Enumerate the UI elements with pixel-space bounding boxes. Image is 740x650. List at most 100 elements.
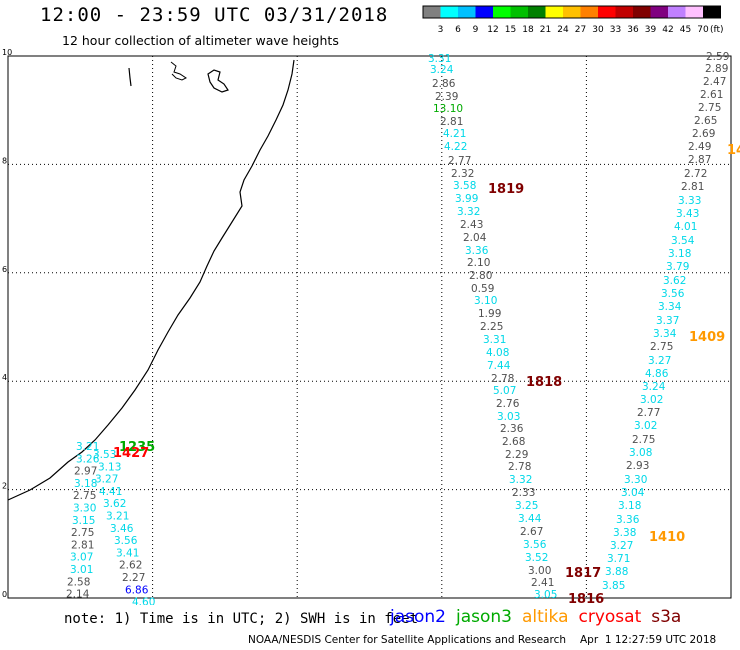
wave-height-value: 2.32 xyxy=(451,168,474,180)
wave-height-value: 3.58 xyxy=(453,180,476,192)
wave-height-value: 3.88 xyxy=(605,566,628,578)
wave-height-value: 2.69 xyxy=(692,128,715,140)
wave-height-value: 2.59 xyxy=(706,51,729,63)
colorbar-swatch xyxy=(528,6,546,18)
pass-time-label: 1819 xyxy=(488,182,524,197)
wave-height-value: 3.05 xyxy=(534,589,557,601)
lon-tick-label: 48 xyxy=(148,604,158,605)
lon-tick-label: 54 xyxy=(437,604,447,605)
wave-height-value: 3.79 xyxy=(666,261,689,273)
colorbar-label: 24 xyxy=(557,25,569,35)
wave-height-value: 2.81 xyxy=(71,539,94,551)
wave-height-value: 2.25 xyxy=(480,321,503,333)
wave-height-value: 2.27 xyxy=(122,572,145,584)
pass-time-label: 14 xyxy=(727,143,740,158)
colorbar-swatch xyxy=(615,6,633,18)
colorbar-label: 27 xyxy=(575,25,586,35)
wave-height-value: 2.72 xyxy=(684,168,707,180)
colorbar-swatch xyxy=(668,6,686,18)
wave-height-value: 2.89 xyxy=(705,63,728,75)
wave-height-value: 3.18 xyxy=(668,248,691,260)
colorbar-swatch xyxy=(598,6,616,18)
wave-height-value: 3.41 xyxy=(116,547,139,559)
wave-height-value: 3.26 xyxy=(76,453,100,465)
colorbar-swatch xyxy=(475,6,493,18)
colorbar-unit: (ft) xyxy=(710,25,724,35)
wave-height-value: 4.22 xyxy=(444,141,467,153)
legend-item-s3a: s3a xyxy=(651,607,682,627)
wave-height-value: 3.27 xyxy=(610,540,633,552)
legend-item-jason3: jason3 xyxy=(456,607,512,627)
colorbar-swatch xyxy=(650,6,668,18)
wave-height-value: 2.61 xyxy=(700,89,723,101)
wave-height-value: 3.34 xyxy=(658,301,682,313)
colorbar-swatch xyxy=(545,6,563,18)
wave-height-value: 3.32 xyxy=(509,474,532,486)
wave-height-value: 2.58 xyxy=(67,576,90,588)
wave-height-value: 3.02 xyxy=(634,420,657,432)
island-outline xyxy=(170,61,187,81)
wave-height-value: 2.10 xyxy=(467,257,490,269)
pass-time-label: 1410 xyxy=(649,530,685,545)
wave-height-value: 3.53 xyxy=(93,449,116,461)
colorbar-swatch xyxy=(423,6,441,18)
legend-item-cryosat: cryosat xyxy=(578,607,642,627)
pass-time-label: 1816 xyxy=(568,592,604,605)
wave-height-value: 3.85 xyxy=(602,580,625,592)
wave-height-value: 3.21 xyxy=(76,441,99,453)
legend-item-altika: altika xyxy=(522,607,569,627)
wave-height-value: 3.18 xyxy=(618,500,641,512)
wave-height-value: 2.75 xyxy=(650,341,673,353)
wave-height-value: 3.08 xyxy=(629,447,652,459)
pass-time-label: 1235 xyxy=(119,440,155,455)
lon-tick-label: 45 xyxy=(3,604,13,605)
chart-subtitle: 12 hour collection of altimeter wave hei… xyxy=(62,33,339,48)
wave-height-value: 3.44 xyxy=(518,513,542,525)
wave-height-value: 2.39 xyxy=(435,91,458,103)
wave-height-value: 3.30 xyxy=(73,503,96,515)
wave-height-value: 3.32 xyxy=(457,206,480,218)
island-outline xyxy=(128,67,132,87)
wave-height-value: 2.41 xyxy=(531,577,554,589)
wave-height-value: 3.38 xyxy=(613,527,636,539)
wave-height-value: 4.41 xyxy=(99,486,122,498)
wave-height-value: 3.25 xyxy=(515,500,538,512)
wave-height-value: 2.75 xyxy=(71,527,94,539)
lat-tick-label: 6 xyxy=(2,265,7,274)
island-outline xyxy=(207,69,229,93)
wave-height-value: 3.56 xyxy=(661,288,685,300)
wave-height-value: 2.78 xyxy=(508,461,531,473)
wave-height-value: 3.01 xyxy=(70,564,93,576)
wave-height-value: 3.52 xyxy=(525,552,548,564)
wave-height-value: 3.30 xyxy=(624,474,647,486)
wave-height-value: 1.99 xyxy=(478,308,501,320)
legend-item-jason2: jason2 xyxy=(390,607,446,627)
colorbar-label: 12 xyxy=(487,25,498,35)
wave-height-value: 3.24 xyxy=(430,64,454,76)
colorbar-swatch xyxy=(685,6,703,18)
wave-height-value: 2.43 xyxy=(460,219,483,231)
colorbar-label: 18 xyxy=(522,25,534,35)
wave-height-value: 3.62 xyxy=(663,275,686,287)
wave-height-value: 4.08 xyxy=(486,347,509,359)
wave-height-value: 2.77 xyxy=(448,155,471,167)
wave-height-value: 2.78 xyxy=(491,373,514,385)
wave-height-value: 2.67 xyxy=(520,526,543,538)
wave-height-value: 0.59 xyxy=(471,283,494,295)
wave-height-value: 3.03 xyxy=(497,411,520,423)
wave-height-value: 4.21 xyxy=(443,128,466,140)
colorbar-label: 33 xyxy=(610,25,621,35)
wave-height-value: 2.75 xyxy=(698,102,721,114)
wave-height-value: 2.75 xyxy=(73,490,96,502)
satellite-legend: jason2 jason3 altika cryosat s3a xyxy=(390,607,691,627)
wave-height-value: 13.10 xyxy=(433,103,463,115)
colorbar-label: 6 xyxy=(455,25,461,35)
lon-tick-label: 51 xyxy=(292,604,302,605)
pass-time-label: 1818 xyxy=(526,375,562,390)
wave-height-value: 3.33 xyxy=(678,195,701,207)
wave-height-value: 2.68 xyxy=(502,436,525,448)
colorbar-label: 9 xyxy=(473,25,479,35)
chart-title: 12:00 - 23:59 UTC 03/31/2018 xyxy=(40,4,389,26)
colorbar-swatch xyxy=(703,6,721,18)
colorbar-label: 39 xyxy=(645,25,657,35)
